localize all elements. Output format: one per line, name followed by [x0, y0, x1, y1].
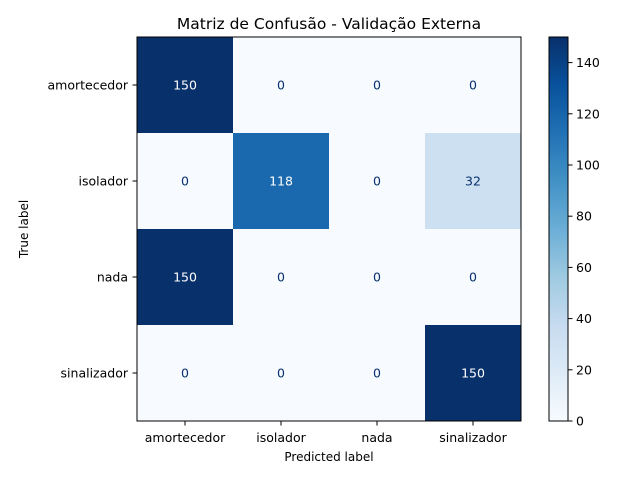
- cell-value-label: 0: [181, 366, 189, 381]
- heatmap-cell: [233, 37, 329, 133]
- colorbar-tick-label: 0: [576, 414, 584, 429]
- chart-title: Matriz de Confusão - Validação Externa: [177, 15, 481, 33]
- cell-value-label: 118: [269, 174, 293, 189]
- heatmap-cell: [137, 325, 233, 421]
- colorbar: 0 20 40 60 80 100 120 140: [548, 36, 600, 429]
- heatmap-cell: [233, 325, 329, 421]
- x-axis: amortecedor isolador nada sinalizador: [145, 421, 508, 445]
- colorbar-tick-label: 40: [576, 311, 592, 326]
- cell-value-label: 0: [277, 78, 285, 93]
- heatmap-cell: [137, 133, 233, 229]
- colorbar-frame: [548, 36, 569, 422]
- colorbar-tick-label: 100: [576, 158, 600, 173]
- x-tick-label: amortecedor: [145, 430, 226, 445]
- x-tick-label: sinalizador: [439, 430, 507, 445]
- cell-value-label: 150: [461, 366, 485, 381]
- heatmap-cell: [329, 37, 425, 133]
- colorbar-tick-label: 60: [576, 260, 592, 275]
- heatmap-cell: [233, 229, 329, 325]
- cell-value-label: 0: [277, 270, 285, 285]
- x-axis-label: Predicted label: [284, 450, 373, 464]
- cell-value-label: 0: [469, 270, 477, 285]
- cell-value-label: 0: [181, 174, 189, 189]
- cell-value-label: 0: [373, 174, 381, 189]
- cell-value-label: 0: [469, 78, 477, 93]
- plot-frame: [136, 36, 522, 422]
- cell-value-label: 0: [373, 78, 381, 93]
- y-axis-label: True label: [17, 200, 31, 259]
- y-tick-label: nada: [97, 270, 128, 285]
- heatmap-cell: [137, 37, 233, 133]
- cell-value-label: 150: [173, 270, 197, 285]
- y-tick-label: sinalizador: [61, 366, 129, 381]
- cell-value-label: 150: [173, 78, 197, 93]
- colorbar-gradient: [549, 37, 568, 421]
- cell-value-label: 0: [277, 366, 285, 381]
- cell-value-label: 32: [465, 174, 481, 189]
- colorbar-tick-label: 80: [576, 209, 592, 224]
- x-tick-label: nada: [361, 430, 392, 445]
- heatmap-cells: 150 0 0 0 0 118 0 32 150 0 0 0 0 0 0 150: [137, 37, 521, 421]
- heatmap-cell: [233, 133, 329, 229]
- heatmap-cell: [425, 325, 521, 421]
- colorbar-tick-label: 140: [576, 55, 600, 70]
- heatmap-cell: [329, 229, 425, 325]
- y-axis: amortecedor isolador nada sinalizador: [48, 78, 137, 381]
- cell-value-label: 0: [373, 270, 381, 285]
- colorbar-tick-label: 20: [576, 362, 592, 377]
- colorbar-tick-label: 120: [576, 106, 600, 121]
- heatmap-cell: [329, 133, 425, 229]
- heatmap-cell: [329, 325, 425, 421]
- cell-value-label: 0: [373, 366, 381, 381]
- heatmap-cell: [425, 229, 521, 325]
- heatmap-cell: [425, 37, 521, 133]
- y-tick-label: amortecedor: [48, 78, 129, 93]
- heatmap-cell: [137, 229, 233, 325]
- heatmap-cell: [425, 133, 521, 229]
- y-tick-label: isolador: [79, 174, 129, 189]
- x-tick-label: isolador: [256, 430, 306, 445]
